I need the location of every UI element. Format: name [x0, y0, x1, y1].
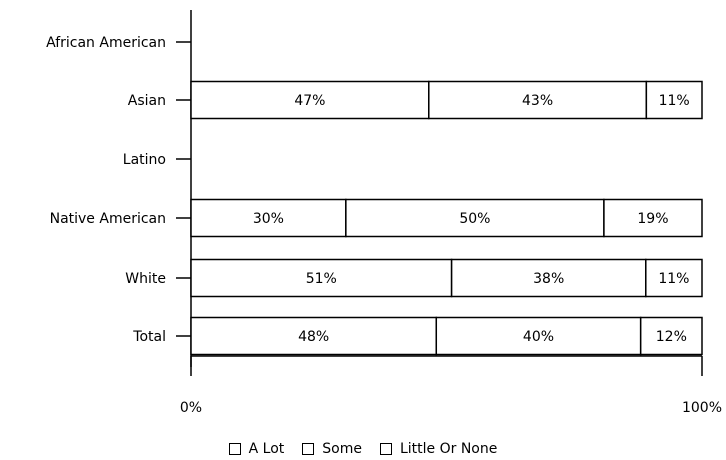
category-label-native-american: Native American — [50, 211, 166, 227]
bar-white-some — [450, 258, 647, 298]
bar-label-native-american-little-or-none: 19% — [637, 211, 668, 227]
legend-label-some: Some — [322, 441, 362, 457]
category-label-total: Total — [132, 329, 166, 345]
bar-label-white-little-or-none: 11% — [658, 271, 689, 287]
x-tick-label-100: 100% — [682, 400, 722, 416]
legend-swatch-little-or-none — [379, 443, 392, 455]
bar-white-little-or-none — [645, 258, 703, 298]
bar-native-american-little-or-none — [603, 198, 703, 238]
bar-asian-little-or-none — [645, 80, 703, 120]
bar-asian-some — [428, 80, 648, 120]
bar-label-asian-little-or-none: 11% — [659, 93, 690, 109]
bar-label-white-a-lot: 51% — [306, 271, 337, 287]
bar-label-total-a-lot: 48% — [298, 329, 329, 345]
legend-swatch-some — [302, 443, 315, 455]
bar-label-native-american-a-lot: 30% — [253, 211, 284, 227]
bar-white-a-lot — [190, 258, 453, 298]
bar-label-asian-a-lot: 47% — [294, 93, 325, 109]
category-label-asian: Asian — [128, 93, 166, 109]
bar-total-a-lot — [190, 316, 438, 356]
category-label-white: White — [125, 271, 166, 287]
bar-label-total-some: 40% — [523, 329, 554, 345]
bar-label-total-little-or-none: 12% — [656, 329, 687, 345]
legend-item-a-lot: A Lot — [228, 441, 285, 457]
bar-native-american-a-lot — [190, 198, 347, 238]
legend-label-little-or-none: Little Or None — [399, 441, 498, 457]
legend-swatch-a-lot — [228, 443, 241, 455]
category-label-african-american: African American — [46, 35, 166, 51]
legend-label-a-lot: A Lot — [248, 441, 285, 457]
bar-total-some — [435, 316, 642, 356]
bar-label-native-american-some: 50% — [459, 211, 490, 227]
bar-native-american-some — [345, 198, 605, 238]
legend: A Lot Some Little Or None — [0, 438, 726, 460]
bar-label-asian-some: 43% — [522, 93, 553, 109]
x-tick-label-0: 0% — [180, 400, 202, 416]
bar-label-white-some: 38% — [533, 271, 564, 287]
bar-total-little-or-none — [639, 316, 703, 356]
legend-item-little-or-none: Little Or None — [379, 441, 498, 457]
legend-item-some: Some — [302, 441, 362, 457]
category-label-latino: Latino — [123, 152, 166, 168]
